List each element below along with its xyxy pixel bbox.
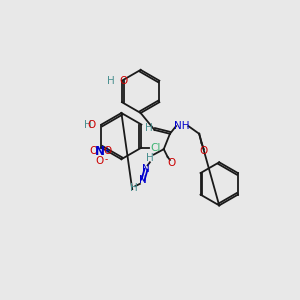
Text: O: O [199,146,207,156]
Text: NH: NH [175,121,190,131]
Text: H: H [145,123,153,133]
Text: H: H [84,119,92,130]
Text: +: + [103,146,109,155]
Text: O: O [167,158,175,168]
Text: H: H [146,153,154,164]
Text: O: O [90,146,98,157]
Text: N: N [139,175,147,185]
Text: O: O [103,146,112,157]
Text: O: O [119,76,127,86]
Text: O: O [96,156,104,166]
Text: H: H [107,76,115,86]
Text: N: N [95,145,105,158]
Text: -: - [104,155,108,164]
Text: N: N [142,164,150,174]
Text: O: O [88,119,96,130]
Text: Cl: Cl [151,143,161,153]
Text: H: H [130,183,138,193]
